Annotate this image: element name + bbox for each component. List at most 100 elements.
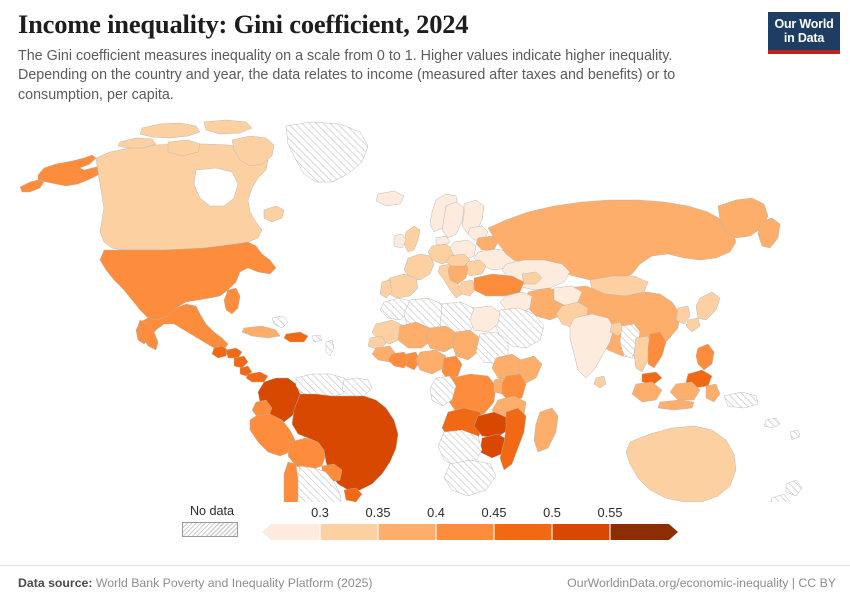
- world-choropleth-map[interactable]: [0, 112, 850, 502]
- country-kamchatka[interactable]: [757, 217, 781, 249]
- country-united-kingdom[interactable]: [403, 225, 421, 253]
- country-chile[interactable]: [283, 461, 300, 502]
- owid-logo[interactable]: Our World in Data: [768, 12, 840, 54]
- country-new-zealand-south[interactable]: [770, 493, 791, 502]
- chart-subtitle: The Gini coefficient measures inequality…: [18, 47, 676, 104]
- country-united-states[interactable]: [99, 241, 277, 321]
- country-canada-arctic-3[interactable]: [117, 137, 157, 149]
- country-madagascar[interactable]: [533, 407, 559, 453]
- legend-bin-dividers: [319, 524, 611, 540]
- legend-bin-1[interactable]: [320, 524, 378, 540]
- hudson-bay: [193, 167, 239, 207]
- country-new-zealand-north[interactable]: [785, 479, 803, 497]
- country-japan-south[interactable]: [685, 317, 701, 333]
- country-cote-divoire[interactable]: [387, 351, 411, 369]
- country-zambia[interactable]: [473, 411, 509, 439]
- legend-bin-5[interactable]: [552, 524, 610, 540]
- legend-bin-6[interactable]: [610, 524, 678, 540]
- country-turkey[interactable]: [473, 273, 525, 297]
- country-caucasus[interactable]: [521, 271, 543, 285]
- map-svg[interactable]: [0, 112, 850, 502]
- country-ireland[interactable]: [393, 233, 407, 249]
- country-canada-baffin[interactable]: [231, 135, 275, 167]
- country-guyanas[interactable]: [341, 377, 373, 397]
- country-denmark[interactable]: [435, 235, 451, 247]
- country-puerto-rico[interactable]: [311, 334, 323, 343]
- legend-bin-4[interactable]: [494, 524, 552, 540]
- country-philippines[interactable]: [695, 343, 715, 371]
- country-greenland[interactable]: [285, 121, 369, 183]
- country-france[interactable]: [403, 253, 435, 281]
- country-nigeria[interactable]: [415, 349, 447, 375]
- country-chad[interactable]: [451, 329, 481, 361]
- legend-ramp-svg[interactable]: [260, 523, 680, 541]
- country-thailand[interactable]: [633, 335, 653, 373]
- legend-no-data[interactable]: No data: [182, 505, 242, 537]
- legend-no-data-swatch[interactable]: [182, 521, 238, 537]
- country-egypt[interactable]: [469, 305, 501, 333]
- country-nicaragua[interactable]: [233, 355, 249, 369]
- country-fiji[interactable]: [789, 429, 801, 441]
- country-brazil[interactable]: [291, 393, 399, 491]
- country-honduras[interactable]: [225, 347, 243, 359]
- legend-tick-3: 0.45: [481, 505, 507, 520]
- country-south-africa[interactable]: [443, 459, 497, 497]
- country-sweden[interactable]: [441, 201, 465, 239]
- map-legend: No data 0.3 0.35 0.4 0.45 0.5 0.55: [0, 505, 850, 553]
- country-peru[interactable]: [249, 413, 297, 457]
- country-greece[interactable]: [457, 279, 477, 297]
- country-argentina[interactable]: [294, 465, 342, 502]
- country-uruguay[interactable]: [343, 487, 363, 502]
- country-florida[interactable]: [223, 287, 241, 315]
- legend-bins[interactable]: [262, 524, 678, 540]
- country-alaska-panhandle[interactable]: [19, 179, 45, 193]
- country-indonesia-sulawesi[interactable]: [705, 383, 721, 403]
- country-lesser-antilles[interactable]: [325, 339, 335, 357]
- footer-source-text: World Bank Poverty and Inequality Platfo…: [95, 576, 373, 590]
- legend-bin-2[interactable]: [378, 524, 436, 540]
- country-ghana[interactable]: [405, 351, 421, 371]
- country-baja-california[interactable]: [137, 319, 159, 351]
- chart-footer: Data source: World Bank Poverty and Ineq…: [0, 565, 850, 600]
- country-sri-lanka[interactable]: [593, 375, 607, 389]
- country-canada-arctic-2[interactable]: [203, 119, 253, 135]
- country-australia[interactable]: [625, 425, 737, 502]
- page-title: Income inequality: Gini coefficient, 202…: [18, 9, 469, 39]
- country-malaysia[interactable]: [641, 371, 663, 385]
- country-cameroon[interactable]: [441, 355, 463, 381]
- country-canada-arctic-1[interactable]: [139, 122, 201, 139]
- country-iceland[interactable]: [375, 190, 405, 207]
- footer-attribution[interactable]: OurWorldinData.org/economic-inequality |…: [567, 576, 836, 590]
- legend-bin-3[interactable]: [436, 524, 494, 540]
- country-austria-hungary[interactable]: [445, 253, 471, 267]
- legend-tick-5: 0.55: [597, 505, 623, 520]
- country-portugal[interactable]: [379, 279, 393, 299]
- country-cuba[interactable]: [241, 325, 281, 339]
- legend-color-ramp[interactable]: 0.3 0.35 0.4 0.45 0.5 0.55: [260, 505, 680, 553]
- footer-source-label: Data source:: [18, 576, 93, 590]
- country-bahamas[interactable]: [271, 315, 289, 329]
- country-india[interactable]: [569, 313, 615, 379]
- map-countries[interactable]: [19, 119, 803, 502]
- country-guatemala[interactable]: [211, 345, 229, 359]
- country-gabon-congo[interactable]: [429, 375, 457, 407]
- country-alaska[interactable]: [37, 154, 109, 187]
- country-papua-new-guinea[interactable]: [723, 391, 759, 409]
- country-indonesia-sumatra[interactable]: [631, 381, 663, 403]
- country-mozambique[interactable]: [499, 407, 527, 471]
- country-korea[interactable]: [675, 305, 691, 325]
- legend-bin-0[interactable]: [262, 524, 320, 540]
- country-mali[interactable]: [397, 321, 433, 349]
- country-venezuela[interactable]: [295, 373, 349, 399]
- country-niger[interactable]: [425, 325, 459, 353]
- country-newfoundland[interactable]: [263, 205, 285, 223]
- country-indonesia-java[interactable]: [657, 399, 695, 411]
- country-pacific-islands[interactable]: [763, 417, 781, 429]
- country-japan[interactable]: [695, 291, 721, 321]
- country-haiti-dr[interactable]: [283, 331, 309, 343]
- country-indonesia-kalimantan[interactable]: [669, 381, 701, 401]
- country-canada-victoria[interactable]: [167, 139, 201, 157]
- country-saudi-arabia[interactable]: [493, 307, 545, 349]
- country-vietnam[interactable]: [647, 331, 667, 369]
